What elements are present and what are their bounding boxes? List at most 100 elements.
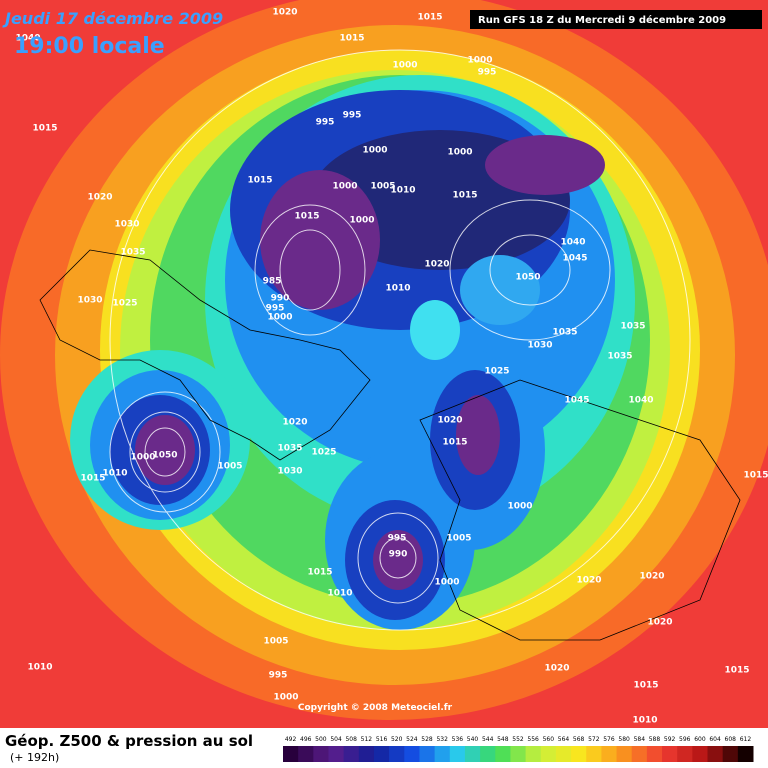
pressure-label: 1015 — [442, 438, 467, 448]
scale-label: 608 — [725, 736, 737, 743]
pressure-label: 1020 — [647, 618, 672, 628]
run: Run GFS 18 Z du Mercredi 9 décembre 2009 — [478, 14, 726, 26]
pressure-label: 1045 — [564, 396, 589, 406]
scale-label: 576 — [603, 736, 615, 743]
pressure-label: 1000 — [349, 216, 374, 226]
pressure-label: 1050 — [515, 273, 540, 283]
pressure-label: 1040 — [560, 238, 585, 248]
scale-swatch — [586, 746, 602, 762]
scale-swatch — [389, 746, 405, 762]
scale-label: 512 — [361, 736, 373, 743]
pressure-label: 1005 — [217, 462, 242, 472]
scale-label: 528 — [421, 736, 433, 743]
scale-swatch — [373, 746, 390, 762]
pressure-label: 1015 — [247, 176, 272, 186]
scale-label: 500 — [315, 736, 327, 743]
pressure-label: 1040 — [15, 34, 40, 44]
scale-label: 516 — [376, 736, 388, 743]
scale-swatch — [677, 746, 693, 762]
pressure-label: 1020 — [544, 664, 569, 674]
scale-swatch — [662, 746, 678, 762]
pressure-label: 1015 — [294, 212, 319, 222]
pressure-label: 1000 — [507, 502, 532, 512]
pressure-label: 1015 — [307, 568, 332, 578]
pressure-label: 1000 — [273, 693, 298, 703]
pressure-label: 995 — [316, 118, 335, 128]
scale-swatch — [722, 746, 739, 762]
pressure-label: 1005 — [370, 182, 395, 192]
pressure-label: 1015 — [633, 681, 658, 691]
scale-label: 544 — [482, 736, 494, 743]
footer-lead: (+ 192h) — [10, 751, 59, 764]
scale-swatch — [419, 746, 436, 762]
pressure-label: 985 — [263, 277, 282, 287]
coastlines — [39, 249, 741, 641]
pressure-label: 1015 — [417, 13, 442, 23]
pressure-label: 990 — [271, 294, 290, 304]
pressure-label: 1030 — [277, 467, 302, 477]
scale-label: 504 — [330, 736, 342, 743]
pressure-label: 995 — [269, 671, 288, 681]
scale-label: 592 — [664, 736, 676, 743]
scale-swatch — [449, 746, 466, 762]
scale-label: 564 — [558, 736, 570, 743]
scale-label: 612 — [740, 736, 752, 743]
pressure-label: 1015 — [339, 34, 364, 44]
pressure-label: 1035 — [277, 444, 302, 454]
time: 19:00 locale — [14, 34, 165, 59]
scale-label: 584 — [634, 736, 646, 743]
pressure-labels: 1020 1015 1015 1040 1000 1000 995 1015 995 995 100… — [15, 8, 768, 726]
scale-label: 572 — [588, 736, 600, 743]
pressure-label: 995 — [478, 68, 497, 78]
scale-label: 556 — [527, 736, 539, 743]
scale-swatch — [283, 746, 299, 762]
scale-label: 496 — [300, 736, 312, 743]
scale-swatch — [464, 746, 481, 762]
pressure-label: 1040 — [628, 396, 653, 406]
pressure-label: 1000 — [447, 148, 472, 158]
scale-swatch — [510, 746, 527, 762]
scale-swatch — [404, 746, 420, 762]
scale-label: 524 — [406, 736, 418, 743]
scale-label: 588 — [649, 736, 661, 743]
scale-swatch — [298, 746, 314, 762]
scale-label: 580 — [618, 736, 630, 743]
scale-label: 596 — [679, 736, 691, 743]
pressure-label: 1005 — [263, 637, 288, 647]
pressure-label: 1000 — [267, 313, 292, 323]
pressure-label: 1010 — [27, 663, 52, 673]
pressure-label: 1010 — [327, 589, 352, 599]
scale-label: 600 — [694, 736, 706, 743]
scale-label: 568 — [573, 736, 585, 743]
pressure-label: 1010 — [385, 284, 410, 294]
pressure-label: 1015 — [743, 471, 768, 481]
scale-label: 560 — [543, 736, 555, 743]
pressure-label: 1010 — [632, 716, 657, 726]
pressure-label: 1020 — [87, 193, 112, 203]
scale-swatch — [525, 746, 542, 762]
scale-label: 552 — [512, 736, 524, 743]
pressure-label: 995 — [388, 534, 407, 544]
pressure-label: 1025 — [484, 367, 509, 377]
pressure-label: 1030 — [77, 296, 102, 306]
copyright: Copyright © 2008 Meteociel.fr — [298, 703, 453, 713]
pressure-label: 1020 — [424, 260, 449, 270]
scale-label: 532 — [436, 736, 448, 743]
pressure-label: 1020 — [576, 576, 601, 586]
pressure-label: 1025 — [112, 299, 137, 309]
scale-swatch — [601, 746, 618, 762]
scale-swatch — [540, 746, 557, 762]
scale-swatch — [555, 746, 572, 762]
pressure-label: 1050 — [152, 451, 177, 461]
pressure-label: 1010 — [390, 186, 415, 196]
scale-label: 492 — [285, 736, 297, 743]
scale-swatch — [707, 746, 724, 762]
scale-swatch — [692, 746, 709, 762]
pressure-label: 990 — [389, 550, 408, 560]
color-scale: 492 496 500 504 508 512 516 520 524 528 532 536 540 5… — [283, 736, 754, 762]
date: Jeudi 17 décembre 2009 — [2, 9, 223, 28]
scale-swatch — [434, 746, 451, 762]
pressure-label: 1015 — [452, 191, 477, 201]
pressure-label: 1020 — [437, 416, 462, 426]
